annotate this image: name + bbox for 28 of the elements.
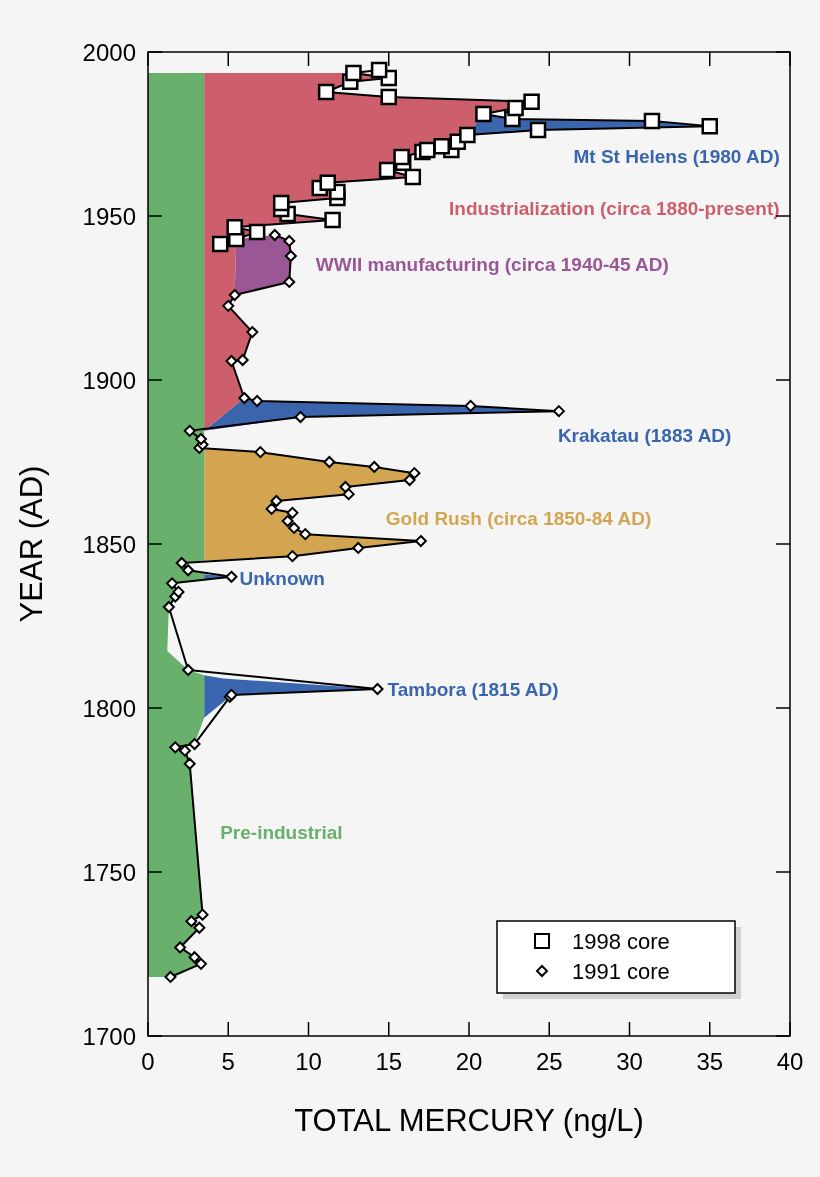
legend-label: 1991 core <box>572 959 670 984</box>
series-label: Gold Rush (circa 1850-84 AD) <box>385 508 652 530</box>
x-tick-label: 15 <box>375 1048 403 1075</box>
series-label: WWII manufacturing (circa 1940-45 AD) <box>315 254 669 276</box>
x-tick-label: 40 <box>776 1048 804 1075</box>
y-tick-label: 2000 <box>82 39 136 66</box>
y-tick-label: 1800 <box>82 695 136 722</box>
x-tick-label: 5 <box>221 1048 235 1075</box>
series-label: Mt St Helens (1980 AD) <box>573 146 780 168</box>
series-label: Krakatau (1883 AD) <box>557 425 732 447</box>
y-tick-label: 1750 <box>82 859 136 886</box>
y-axis-title: YEAR (AD) <box>14 465 49 623</box>
y-tick-label: 1850 <box>82 531 136 558</box>
x-tick-label: 25 <box>535 1048 563 1075</box>
series-label: Unknown <box>239 567 325 589</box>
legend-label: 1998 core <box>572 929 670 954</box>
y-tick-label: 1700 <box>82 1023 136 1050</box>
x-tick-label: 10 <box>295 1048 322 1075</box>
series-label: Pre-industrial <box>220 821 343 843</box>
x-tick-label: 20 <box>455 1048 483 1075</box>
y-tick-label: 1950 <box>82 203 136 230</box>
x-tick-label: 35 <box>696 1048 724 1075</box>
y-tick-label: 1900 <box>82 367 136 394</box>
x-tick-label: 30 <box>616 1048 643 1075</box>
text: Industrialization (circa 1880-present) <box>449 197 780 219</box>
x-axis-title: TOTAL MERCURY (ng/L) <box>294 1103 644 1138</box>
x-tick-label: 0 <box>141 1048 155 1075</box>
series-label: Tambora (1815 AD) <box>387 678 559 700</box>
